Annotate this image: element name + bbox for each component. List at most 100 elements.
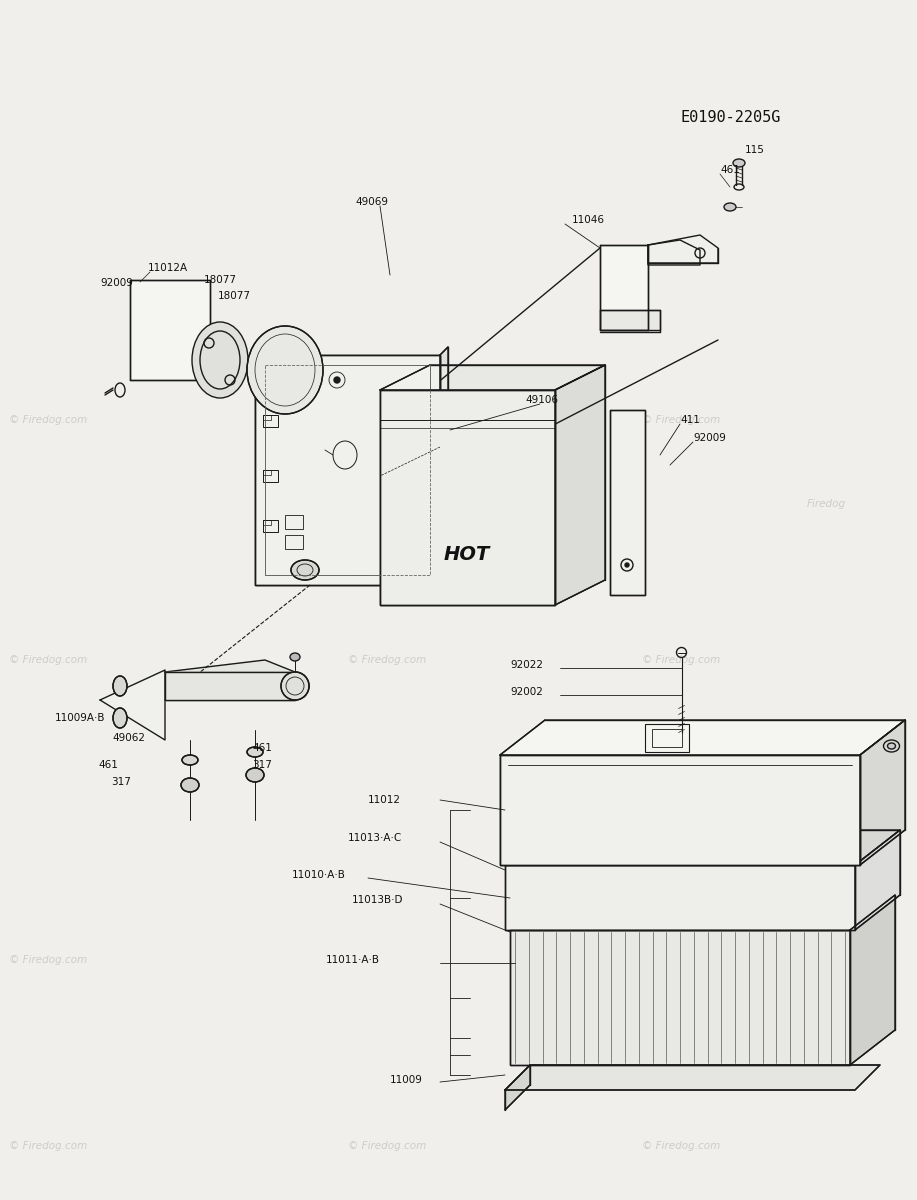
Polygon shape xyxy=(255,355,440,584)
Text: 11013·A·C: 11013·A·C xyxy=(348,833,403,842)
Polygon shape xyxy=(505,865,855,930)
Bar xyxy=(265,365,430,575)
Text: 317: 317 xyxy=(111,778,131,787)
Ellipse shape xyxy=(291,560,319,580)
Ellipse shape xyxy=(181,778,199,792)
Polygon shape xyxy=(850,895,895,1066)
Text: 92022: 92022 xyxy=(510,660,543,670)
Ellipse shape xyxy=(281,672,309,700)
Text: 11013B·D: 11013B·D xyxy=(352,895,403,905)
Ellipse shape xyxy=(182,755,198,766)
Bar xyxy=(285,535,303,550)
Ellipse shape xyxy=(113,676,127,696)
Polygon shape xyxy=(648,240,700,265)
Ellipse shape xyxy=(334,377,340,383)
Polygon shape xyxy=(505,830,900,865)
Text: 92009: 92009 xyxy=(100,278,133,288)
Text: 11046: 11046 xyxy=(572,215,605,226)
Bar xyxy=(263,415,278,427)
Text: 49062: 49062 xyxy=(112,733,145,743)
Text: © Firedog.com: © Firedog.com xyxy=(642,655,720,665)
Text: © Firedog.com: © Firedog.com xyxy=(9,415,87,425)
Text: 18077: 18077 xyxy=(204,275,237,284)
Text: 11012: 11012 xyxy=(368,794,401,805)
Polygon shape xyxy=(600,310,660,330)
Bar xyxy=(255,355,440,584)
Bar xyxy=(505,865,855,930)
Text: © Firedog.com: © Firedog.com xyxy=(9,655,87,665)
Text: 92009: 92009 xyxy=(693,433,726,443)
Text: 11009A·B: 11009A·B xyxy=(55,713,105,722)
Polygon shape xyxy=(505,1066,880,1090)
Polygon shape xyxy=(855,830,900,930)
Text: 317: 317 xyxy=(252,760,271,770)
Text: E0190-2205G: E0190-2205G xyxy=(680,110,780,126)
Text: © Firedog.com: © Firedog.com xyxy=(642,1141,720,1151)
Bar xyxy=(380,390,555,605)
Bar xyxy=(610,410,645,595)
Bar xyxy=(285,515,303,529)
Ellipse shape xyxy=(625,563,629,566)
Polygon shape xyxy=(380,365,605,390)
Text: © Firedog.com: © Firedog.com xyxy=(9,1141,87,1151)
Polygon shape xyxy=(165,660,295,700)
Ellipse shape xyxy=(113,708,127,728)
Polygon shape xyxy=(555,365,605,605)
Polygon shape xyxy=(510,930,850,1066)
Polygon shape xyxy=(500,720,905,755)
Ellipse shape xyxy=(888,743,896,749)
Text: 11010·A·B: 11010·A·B xyxy=(292,870,346,880)
Bar xyxy=(500,755,860,865)
Bar xyxy=(651,728,681,746)
Polygon shape xyxy=(500,755,860,865)
Ellipse shape xyxy=(246,768,264,782)
Text: 49069: 49069 xyxy=(355,197,388,206)
Bar xyxy=(645,724,689,751)
Bar xyxy=(265,365,430,575)
Ellipse shape xyxy=(733,158,745,167)
Polygon shape xyxy=(610,410,645,595)
Text: 461: 461 xyxy=(252,743,271,754)
Polygon shape xyxy=(505,1066,530,1110)
Polygon shape xyxy=(860,720,905,865)
Text: 18077: 18077 xyxy=(218,290,251,301)
Ellipse shape xyxy=(192,322,248,398)
Bar xyxy=(263,470,271,475)
Text: 11011·A·B: 11011·A·B xyxy=(326,955,380,965)
Text: © Firedog.com: © Firedog.com xyxy=(348,415,426,425)
Bar xyxy=(500,755,860,865)
Bar xyxy=(380,390,555,605)
Polygon shape xyxy=(600,245,648,330)
Text: 11012A: 11012A xyxy=(148,263,188,272)
Text: © Firedog.com: © Firedog.com xyxy=(642,415,720,425)
Text: © Firedog.com: © Firedog.com xyxy=(642,955,720,965)
Bar xyxy=(510,930,850,1066)
Text: 115: 115 xyxy=(745,145,765,155)
Polygon shape xyxy=(130,280,210,380)
Text: 411: 411 xyxy=(680,415,700,425)
Text: © Firedog.com: © Firedog.com xyxy=(9,955,87,965)
Ellipse shape xyxy=(247,326,323,414)
Ellipse shape xyxy=(290,653,300,661)
Bar xyxy=(263,520,278,532)
Bar xyxy=(263,470,278,482)
Text: © Firedog.com: © Firedog.com xyxy=(348,1141,426,1151)
Bar xyxy=(255,355,440,584)
Text: 11009: 11009 xyxy=(390,1075,423,1085)
Text: Firedog: Firedog xyxy=(807,859,846,869)
Text: 92002: 92002 xyxy=(510,686,543,697)
Bar xyxy=(263,415,271,420)
Text: © Firedog.com: © Firedog.com xyxy=(348,655,426,665)
Ellipse shape xyxy=(247,746,263,757)
Text: 49106: 49106 xyxy=(525,395,558,404)
Polygon shape xyxy=(440,347,448,584)
Text: 461: 461 xyxy=(98,760,118,770)
Text: 461: 461 xyxy=(720,164,740,175)
Polygon shape xyxy=(648,235,718,263)
Ellipse shape xyxy=(724,203,736,211)
Polygon shape xyxy=(380,390,555,605)
Text: Firedog: Firedog xyxy=(807,499,846,509)
Polygon shape xyxy=(100,670,165,740)
Polygon shape xyxy=(165,672,295,700)
Bar xyxy=(263,520,271,526)
